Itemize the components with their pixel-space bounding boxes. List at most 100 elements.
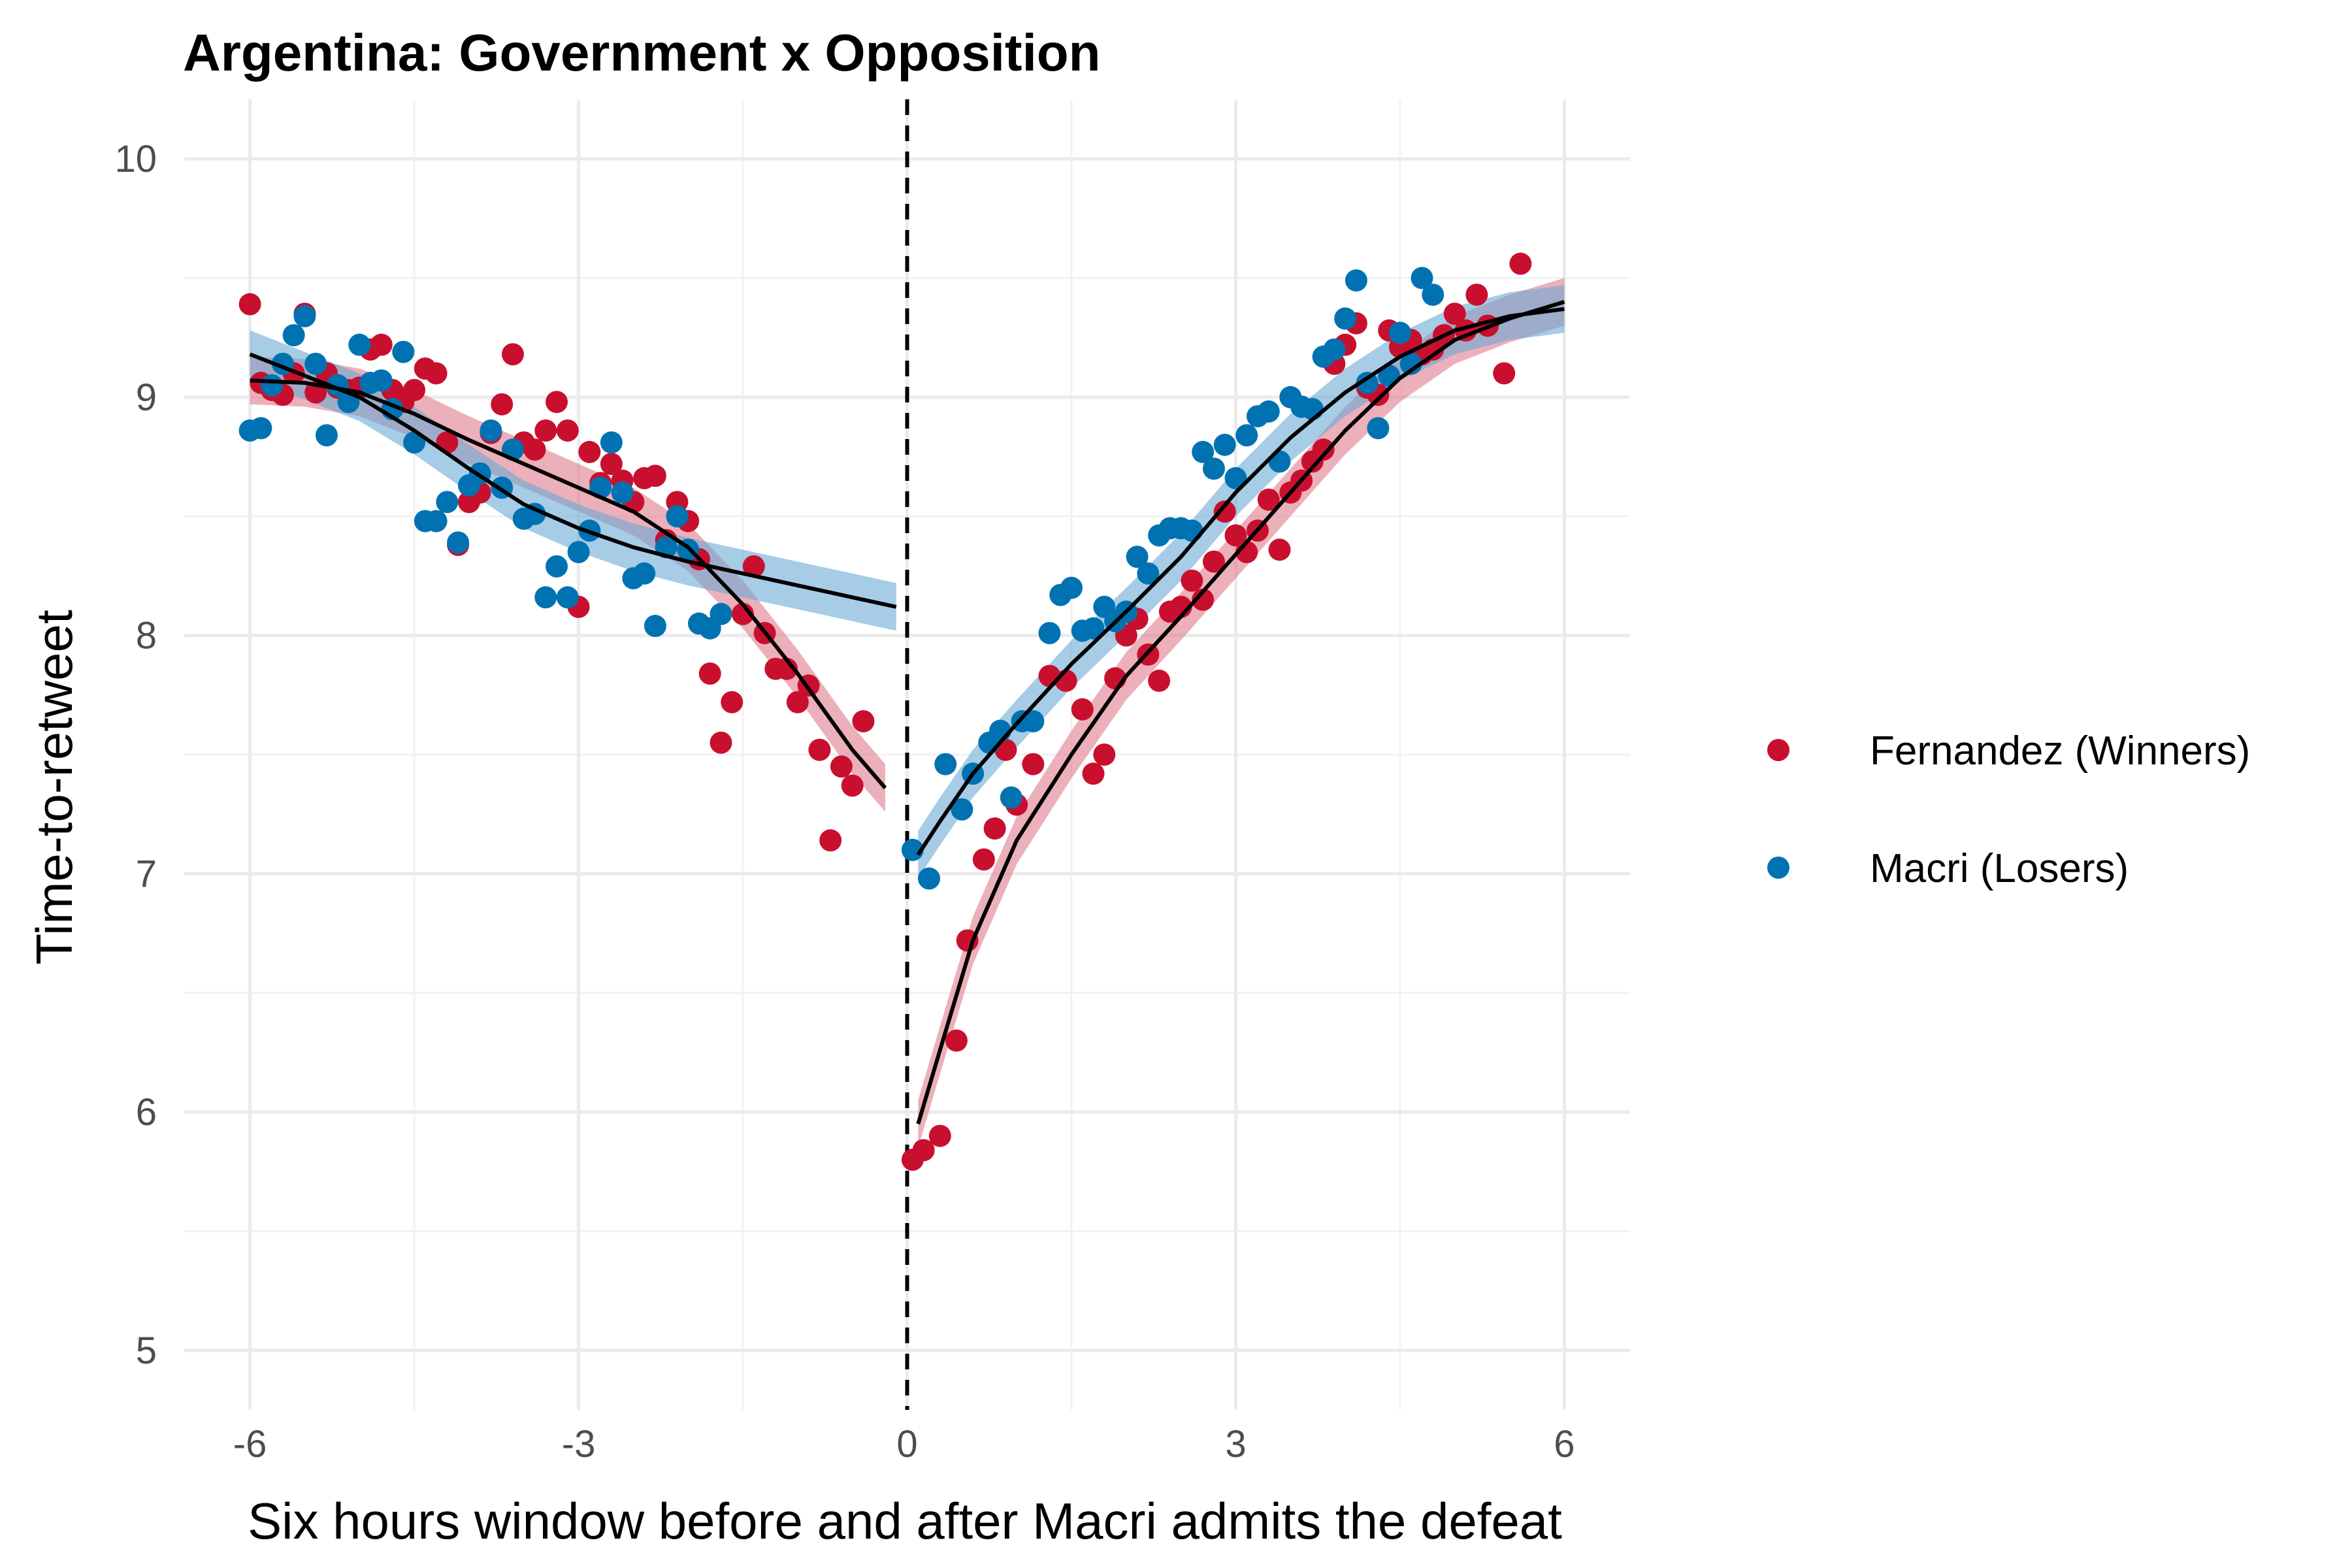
data-point [830,755,853,778]
data-point [1301,398,1324,421]
data-point [1509,252,1532,275]
data-point [600,431,623,454]
data-point [721,691,743,713]
data-point [523,438,546,461]
data-point [1192,588,1215,611]
data-point [1000,786,1022,809]
data-point [611,481,634,504]
data-point [293,304,316,327]
data-point [1181,519,1203,542]
data-point [666,505,689,528]
data-point [1137,562,1160,585]
data-point [1493,362,1516,385]
data-point [1465,284,1488,306]
data-point [534,419,557,442]
y-tick-label: 9 [136,376,157,419]
data-point [841,774,864,797]
data-point [546,555,568,578]
data-point [1126,546,1149,568]
data-point [1060,576,1083,599]
data-point [1257,488,1280,511]
data-point [644,615,666,638]
data-point [403,378,426,401]
data-point [436,491,459,514]
data-point [370,333,393,356]
data-point [1367,417,1390,440]
data-point [403,431,426,454]
data-point [698,662,721,685]
data-point [567,540,590,563]
data-point [819,829,842,852]
y-tick-label: 10 [114,138,157,180]
x-tick-label: 6 [1554,1423,1575,1465]
data-point [425,362,448,385]
y-tick-label: 6 [136,1091,157,1134]
data-point [315,424,338,447]
data-point [546,391,568,414]
data-point [1257,400,1280,423]
data-point [1411,267,1433,289]
data-point [304,352,327,375]
data-point [447,531,470,554]
data-point [348,333,371,356]
data-point [808,738,831,761]
data-point [1312,438,1335,461]
data-point [1388,321,1411,344]
data-point [600,453,623,476]
data-point [1235,424,1258,447]
data-point [912,1139,935,1162]
data-point [1038,621,1061,644]
data-point [1022,710,1045,732]
data-point [491,393,514,416]
data-point [392,340,415,363]
data-point [1148,669,1171,692]
x-tick-label: 0 [896,1423,917,1465]
data-point [534,586,557,609]
data-point [425,510,448,532]
data-point [1093,743,1116,766]
data-point [480,419,502,442]
data-point [1334,307,1357,330]
y-axis-title: Time-to-retweet [25,610,83,965]
data-point [945,1029,968,1052]
smooth-line [916,306,1565,856]
x-tick-label: -6 [233,1423,267,1465]
smooth-line [250,378,887,790]
y-tick-label: 7 [136,853,157,895]
data-point [1345,269,1367,292]
data-point [710,602,732,625]
data-point [1022,753,1045,776]
data-points [238,252,1532,1171]
smooth-line [916,300,1565,1125]
data-point [776,657,798,680]
data-point [282,324,305,347]
legend-key [1767,739,1789,761]
legend-label: Fernandez (Winners) [1870,728,2250,774]
data-point [918,867,941,890]
data-point [972,848,995,871]
data-point [250,417,272,440]
x-axis-title: Six hours window before and after Macri … [248,1492,1562,1550]
smooth-lines [249,300,1565,1125]
data-point [1202,550,1225,573]
data-point [1213,433,1236,456]
data-point [633,562,656,585]
plot-panel [184,99,1630,1410]
data-point [1192,440,1215,463]
data-point [1181,569,1203,592]
data-point [1399,352,1422,375]
legend: Fernandez (Winners) Macri (Losers) [1767,728,2250,891]
data-point [1323,338,1346,361]
data-point [238,293,261,316]
y-tick-label: 5 [136,1330,157,1372]
data-point [983,817,1006,840]
data-point [556,419,579,442]
data-point [1268,538,1291,561]
x-tick-label: -3 [562,1423,596,1465]
legend-key [1767,857,1789,879]
data-point [644,465,666,487]
data-point [742,555,765,578]
data-point [852,710,875,732]
data-point [1224,524,1247,547]
